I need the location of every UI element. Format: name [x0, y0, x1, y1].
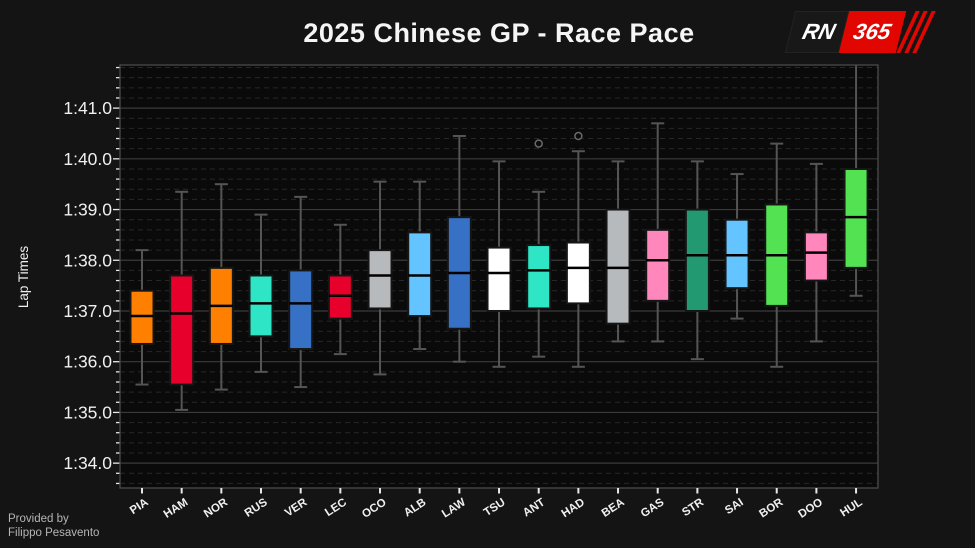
iqr-box	[248, 274, 274, 338]
ytick-label: 1:37.0	[63, 301, 112, 321]
outlier-point	[534, 139, 543, 148]
iqr-box	[724, 218, 750, 290]
xtick-label-DOO: DOO	[797, 496, 826, 520]
xtick-label-NOR: NOR	[202, 496, 231, 520]
boxplot-OCO	[367, 180, 393, 376]
iqr-box	[565, 241, 591, 305]
boxplot-PIA	[129, 249, 155, 386]
chart-title: 2025 Chinese GP - Race Pace	[303, 18, 695, 48]
iqr-box	[605, 208, 631, 325]
xtick-label-OCO: OCO	[360, 496, 389, 520]
credit-line1: Provided by	[8, 513, 69, 525]
boxplot-ALB	[407, 180, 433, 351]
iqr-box	[327, 274, 353, 320]
iqr-box	[407, 231, 433, 318]
iqr-box	[129, 289, 155, 345]
outlier-point	[574, 131, 583, 141]
boxplot-TSU	[486, 160, 512, 368]
yaxis-title: Lap Times	[16, 246, 31, 309]
ytick-label: 1:36.0	[63, 352, 112, 372]
ytick-marks-group	[113, 66, 120, 485]
xtick-label-RUS: RUS	[243, 496, 270, 519]
boxplot-BEA	[605, 160, 631, 343]
credit-line2: Filippo Pesavento	[8, 527, 100, 539]
boxplot-LEC	[327, 223, 353, 356]
boxplot-BOR	[764, 142, 790, 368]
iqr-box	[367, 249, 393, 310]
xtick-label-BOR: BOR	[757, 496, 786, 520]
boxplot-VER	[288, 195, 314, 389]
boxplot-HAM	[169, 190, 195, 411]
xtick-label-BEA: BEA	[600, 496, 627, 519]
iqr-box	[526, 244, 552, 310]
xtick-label-GAS: GAS	[639, 496, 667, 520]
boxplot-LAW	[446, 135, 472, 363]
xtick-label-LAW: LAW	[440, 496, 468, 520]
iqr-box	[169, 274, 195, 386]
boxplot-HAD	[565, 131, 591, 368]
iqr-box	[843, 167, 869, 269]
ytick-label: 1:39.0	[63, 200, 112, 220]
xtick-label-HAM: HAM	[162, 496, 191, 520]
boxplot-SAI	[724, 173, 750, 320]
iqr-box	[684, 208, 710, 312]
xtick-label-TSU: TSU	[482, 496, 508, 519]
ytick-label: 1:35.0	[63, 402, 112, 422]
boxplot-NOR	[208, 183, 234, 391]
ytick-label: 1:34.0	[63, 453, 112, 473]
iqr-box	[288, 269, 314, 351]
iqr-box	[803, 231, 829, 282]
ytick-label: 1:41.0	[63, 98, 112, 118]
iqr-box	[486, 246, 512, 312]
ytick-label: 1:40.0	[63, 149, 112, 169]
xtick-label-LEC: LEC	[323, 496, 349, 519]
xtick-label-ALB: ALB	[402, 496, 428, 519]
boxplot-GAS	[645, 122, 671, 343]
boxplot-STR	[684, 160, 710, 361]
xtick-label-VER: VER	[283, 496, 310, 519]
xtick-label-PIA: PIA	[128, 496, 151, 517]
xtick-label-HAD: HAD	[560, 496, 587, 520]
credit-text: Provided by Filippo Pesavento	[8, 512, 99, 540]
xtick-label-HUL: HUL	[838, 496, 864, 519]
boxplot-RUS	[248, 213, 274, 373]
boxplot-HUL	[843, 65, 869, 297]
boxplot-DOO	[803, 162, 829, 343]
xtick-label-SAI: SAI	[723, 496, 746, 517]
xtick-label-ANT: ANT	[521, 496, 547, 519]
iqr-box	[645, 228, 671, 302]
ytick-label: 1:38.0	[63, 250, 112, 270]
boxplot-ANT	[526, 139, 552, 358]
xtick-label-STR: STR	[680, 496, 706, 519]
boxes-group	[129, 65, 869, 411]
